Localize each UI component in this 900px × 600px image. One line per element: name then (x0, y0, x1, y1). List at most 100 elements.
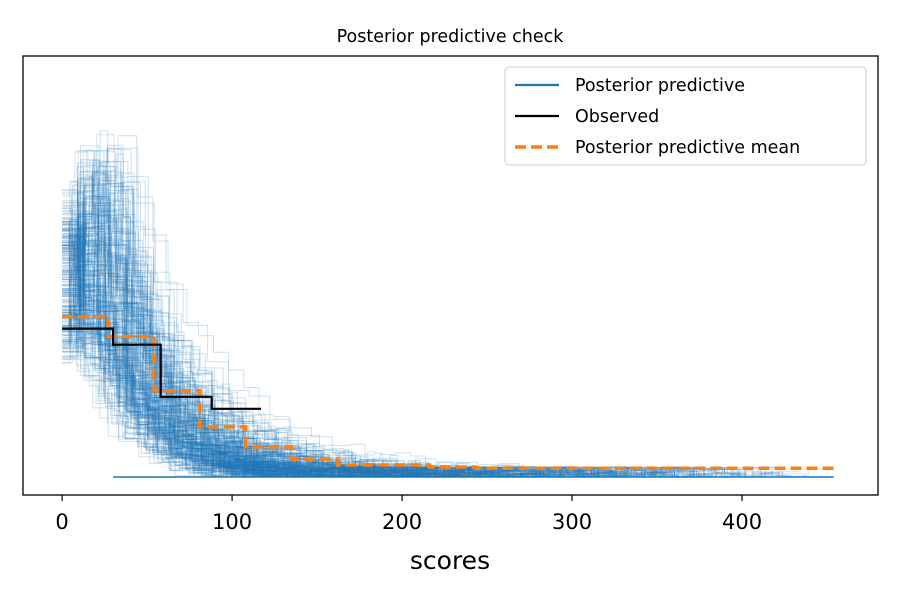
posterior-predictive-draw (62, 303, 794, 478)
posterior-predictive-draw (62, 219, 667, 478)
posterior-predictive-draw (62, 198, 319, 477)
posterior-predictive-draw (62, 331, 298, 464)
posterior-predictive-draw (62, 162, 276, 468)
observed-line (62, 327, 261, 410)
posterior-predictive-draw (62, 208, 359, 478)
posterior-predictive-draw (62, 192, 274, 478)
posterior-predictive-draw (62, 245, 402, 478)
posterior-predictive-draw (62, 268, 801, 478)
posterior-predictive-draw (62, 161, 268, 469)
posterior-predictive-draw (62, 135, 487, 478)
posterior-predictive-draw (62, 239, 311, 478)
posterior-predictive-draw (62, 269, 272, 474)
posterior-predictive-draw (62, 279, 590, 478)
legend-box (504, 66, 867, 166)
posterior-predictive-draw (62, 203, 277, 432)
posterior-predictive-draw (62, 197, 423, 478)
posterior-predictive-draw (62, 241, 297, 458)
posterior-predictive-draw (62, 193, 387, 478)
posterior-predictive-draw (62, 217, 584, 478)
posterior-predictive-draw (62, 244, 292, 451)
posterior-predictive-draw (62, 220, 486, 478)
posterior-predictive-draw (62, 232, 273, 477)
posterior-predictive-draw (62, 238, 342, 478)
posterior-predictive-draw (62, 241, 279, 470)
posterior-predictive-draw (62, 228, 377, 477)
posterior-predictive-draw (62, 284, 562, 478)
x-tick-label: 300 (552, 510, 592, 534)
posterior-predictive-draw (62, 243, 715, 478)
posterior-predictive-draw (62, 248, 562, 478)
posterior-predictive-draw (62, 149, 654, 478)
posterior-predictive-mean-line (62, 314, 834, 470)
posterior-predictive-draw (62, 164, 311, 449)
posterior-predictive-draw (62, 214, 438, 478)
x-axis-label: scores (410, 546, 490, 575)
posterior-predictive-draw (62, 261, 269, 478)
posterior-predictive-draw (62, 203, 422, 478)
posterior-predictive-draw (62, 145, 270, 472)
posterior-predictive-draw (62, 242, 267, 472)
posterior-predictive-draw (62, 240, 397, 478)
posterior-predictive-draw (62, 211, 272, 450)
posterior-predictive-draw (62, 343, 278, 472)
posterior-predictive-draw (62, 291, 284, 478)
posterior-predictive-draw (62, 150, 504, 478)
posterior-predictive-draw (62, 177, 726, 478)
posterior-predictive-draw (62, 270, 535, 478)
posterior-predictive-draw (62, 321, 393, 478)
posterior-predictive-draw (62, 317, 267, 461)
posterior-predictive-draw (62, 190, 314, 478)
posterior-predictive-draw (62, 216, 699, 478)
posterior-predictive-draw (62, 244, 328, 464)
legend: Posterior predictive Observed Posterior … (504, 66, 867, 166)
posterior-predictive-draw (62, 208, 420, 478)
posterior-predictive-draw (62, 264, 487, 478)
posterior-predictive-draw (62, 235, 599, 478)
posterior-predictive-draw (62, 298, 267, 456)
posterior-predictive-draw (62, 185, 434, 476)
posterior-predictive-draw (62, 172, 267, 475)
posterior-predictive-draw (62, 229, 309, 478)
posterior-predictive-draw (62, 228, 604, 478)
posterior-predictive-draw (62, 265, 416, 478)
posterior-predictive-draw (62, 182, 328, 478)
posterior-predictive-draw (62, 273, 304, 478)
legend-label-posterior-predictive: Posterior predictive (575, 76, 745, 96)
x-axis: 0 100 200 300 400 (55, 495, 762, 534)
posterior-predictive-draw (62, 221, 433, 478)
posterior-predictive-draw (62, 242, 302, 478)
posterior-predictive-draw (62, 290, 598, 478)
x-tick-label: 0 (55, 510, 68, 534)
posterior-predictive-draw (62, 318, 818, 478)
posterior-predictive-draw (62, 229, 401, 478)
posterior-predictive-draw (62, 240, 301, 477)
posterior-predictive-draw (62, 201, 481, 478)
posterior-predictive-draw (62, 254, 684, 478)
posterior-predictive-draw (62, 305, 415, 478)
posterior-predictive-draw (62, 215, 327, 476)
posterior-predictive-draw (62, 204, 443, 476)
posterior-predictive-draw (62, 179, 476, 478)
posterior-predictive-draw (62, 343, 273, 476)
posterior-predictive-draw (62, 208, 272, 457)
posterior-predictive-draw (62, 307, 275, 473)
posterior-predictive-draw (62, 337, 267, 478)
posterior-predictive-draw (62, 318, 772, 478)
posterior-predictive-draw (62, 245, 328, 460)
legend-label-observed: Observed (575, 107, 659, 127)
posterior-predictive-draw (62, 176, 548, 478)
posterior-predictive-draw (62, 285, 582, 478)
posterior-predictive-draw (62, 180, 392, 478)
posterior-predictive-draw (62, 161, 277, 461)
posterior-predictive-draw (62, 224, 268, 456)
posterior-predictive-draw (62, 188, 301, 475)
posterior-predictive-draw (62, 214, 569, 478)
posterior-predictive-draw (62, 217, 485, 478)
posterior-predictive-draw (62, 288, 687, 478)
posterior-predictive-draw (62, 267, 274, 466)
posterior-predictive-draw (62, 322, 305, 478)
posterior-predictive-draw (62, 302, 391, 478)
posterior-predictive-draw (62, 272, 268, 476)
